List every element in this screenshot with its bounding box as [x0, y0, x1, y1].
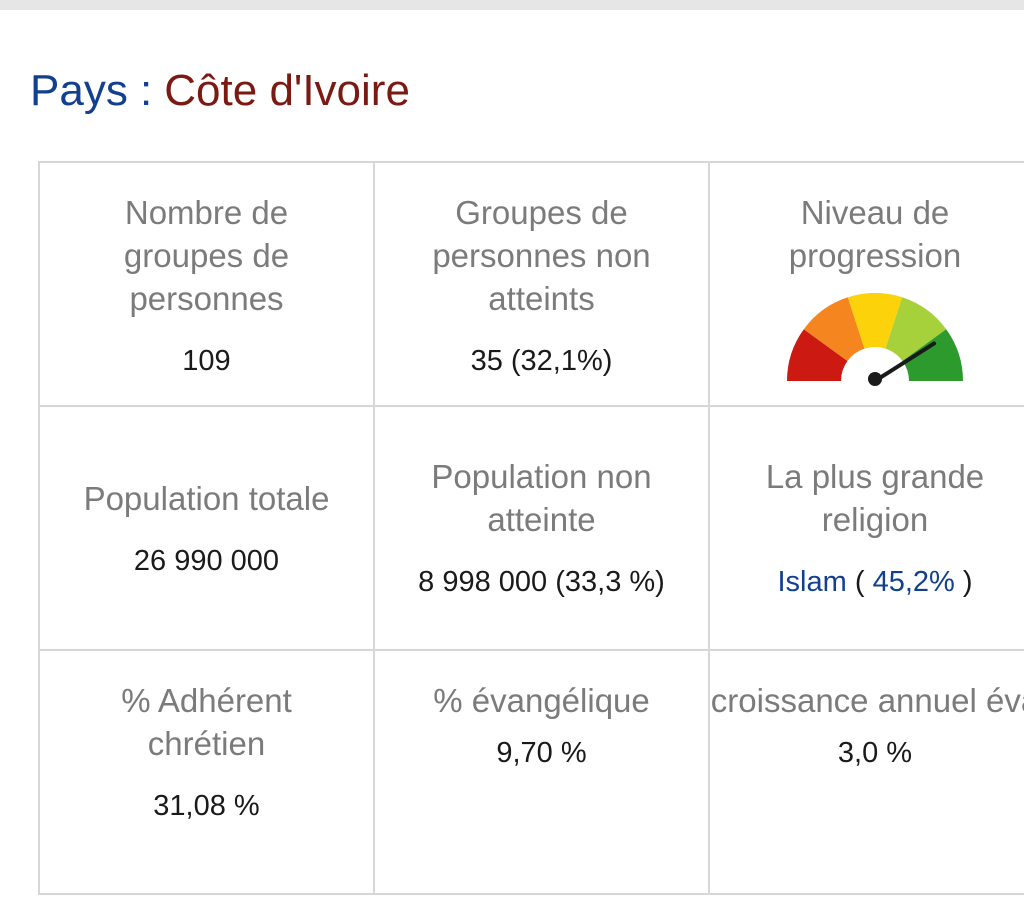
stat-title: Taux de croissance annuel évangélique: [710, 682, 1024, 719]
stat-title: La plus grande religion: [765, 458, 985, 538]
stat-progress-level: Niveau de progression: [710, 163, 1024, 407]
stat-value: 109: [182, 345, 231, 377]
religion-open-paren: (: [854, 566, 865, 598]
top-bar: [0, 0, 1024, 10]
country-name: Côte d'Ivoire: [164, 66, 410, 115]
stat-title: Groupes de personnes non atteints: [432, 194, 651, 317]
stats-row: Nombre de groupes de personnes 109 Group…: [40, 163, 1024, 407]
stat-unreached-population: Population non atteinte 8 998 000 (33,3 …: [375, 407, 710, 651]
stat-value: 8 998 000 (33,3 %): [418, 566, 665, 598]
stats-row: % Adhérent chrétien 31,08 % % évangéliqu…: [40, 651, 1024, 895]
page-title: Pays : Côte d'Ivoire: [30, 62, 410, 120]
stat-title: % Adhérent chrétien: [121, 682, 292, 762]
stat-value: 9,70 %: [496, 737, 587, 769]
gauge-hub: [868, 372, 882, 386]
stat-value: 35 (32,1%): [470, 345, 613, 377]
religion-link[interactable]: Islam: [777, 566, 847, 598]
stat-title: Nombre de groupes de personnes: [123, 194, 290, 317]
stat-title: Niveau de progression: [788, 194, 962, 274]
stat-title: Population totale: [83, 479, 330, 517]
stat-value: Islam ( 45,2% ): [777, 563, 972, 601]
stat-people-groups: Nombre de groupes de personnes 109: [40, 163, 375, 407]
stat-evangelical-growth: Taux de croissance annuel évangélique 3,…: [710, 651, 1024, 895]
stat-evangelical: % évangélique 9,70 %: [375, 651, 710, 895]
stat-largest-religion: La plus grande religion Islam ( 45,2% ): [710, 407, 1024, 651]
stat-value: 26 990 000: [133, 544, 280, 577]
stat-title: Population non atteinte: [431, 458, 652, 538]
gauge-segment: [847, 293, 903, 349]
stat-value: 31,08 %: [153, 790, 260, 822]
stats-grid: Nombre de groupes de personnes 109 Group…: [38, 161, 1024, 895]
gauge-segment: [902, 329, 963, 381]
stats-row: Population totale 26 990 000 Population …: [40, 407, 1024, 651]
religion-close-paren: ): [962, 566, 973, 598]
religion-percent: 45,2%: [872, 566, 955, 598]
stat-total-population: Population totale 26 990 000: [40, 407, 375, 651]
gauge-segment: [885, 297, 947, 362]
stat-christian-adherent: % Adhérent chrétien 31,08 %: [40, 651, 375, 895]
gauge-segment: [787, 329, 848, 381]
gauge-segment: [803, 297, 865, 362]
gauge-needle: [873, 341, 937, 383]
stat-title: % évangélique: [433, 682, 650, 719]
stat-unreached-groups: Groupes de personnes non atteints 35 (32…: [375, 163, 710, 407]
progress-gauge-icon: [787, 293, 963, 386]
country-label: Pays :: [30, 66, 153, 115]
stat-value: 3,0 %: [837, 737, 913, 769]
